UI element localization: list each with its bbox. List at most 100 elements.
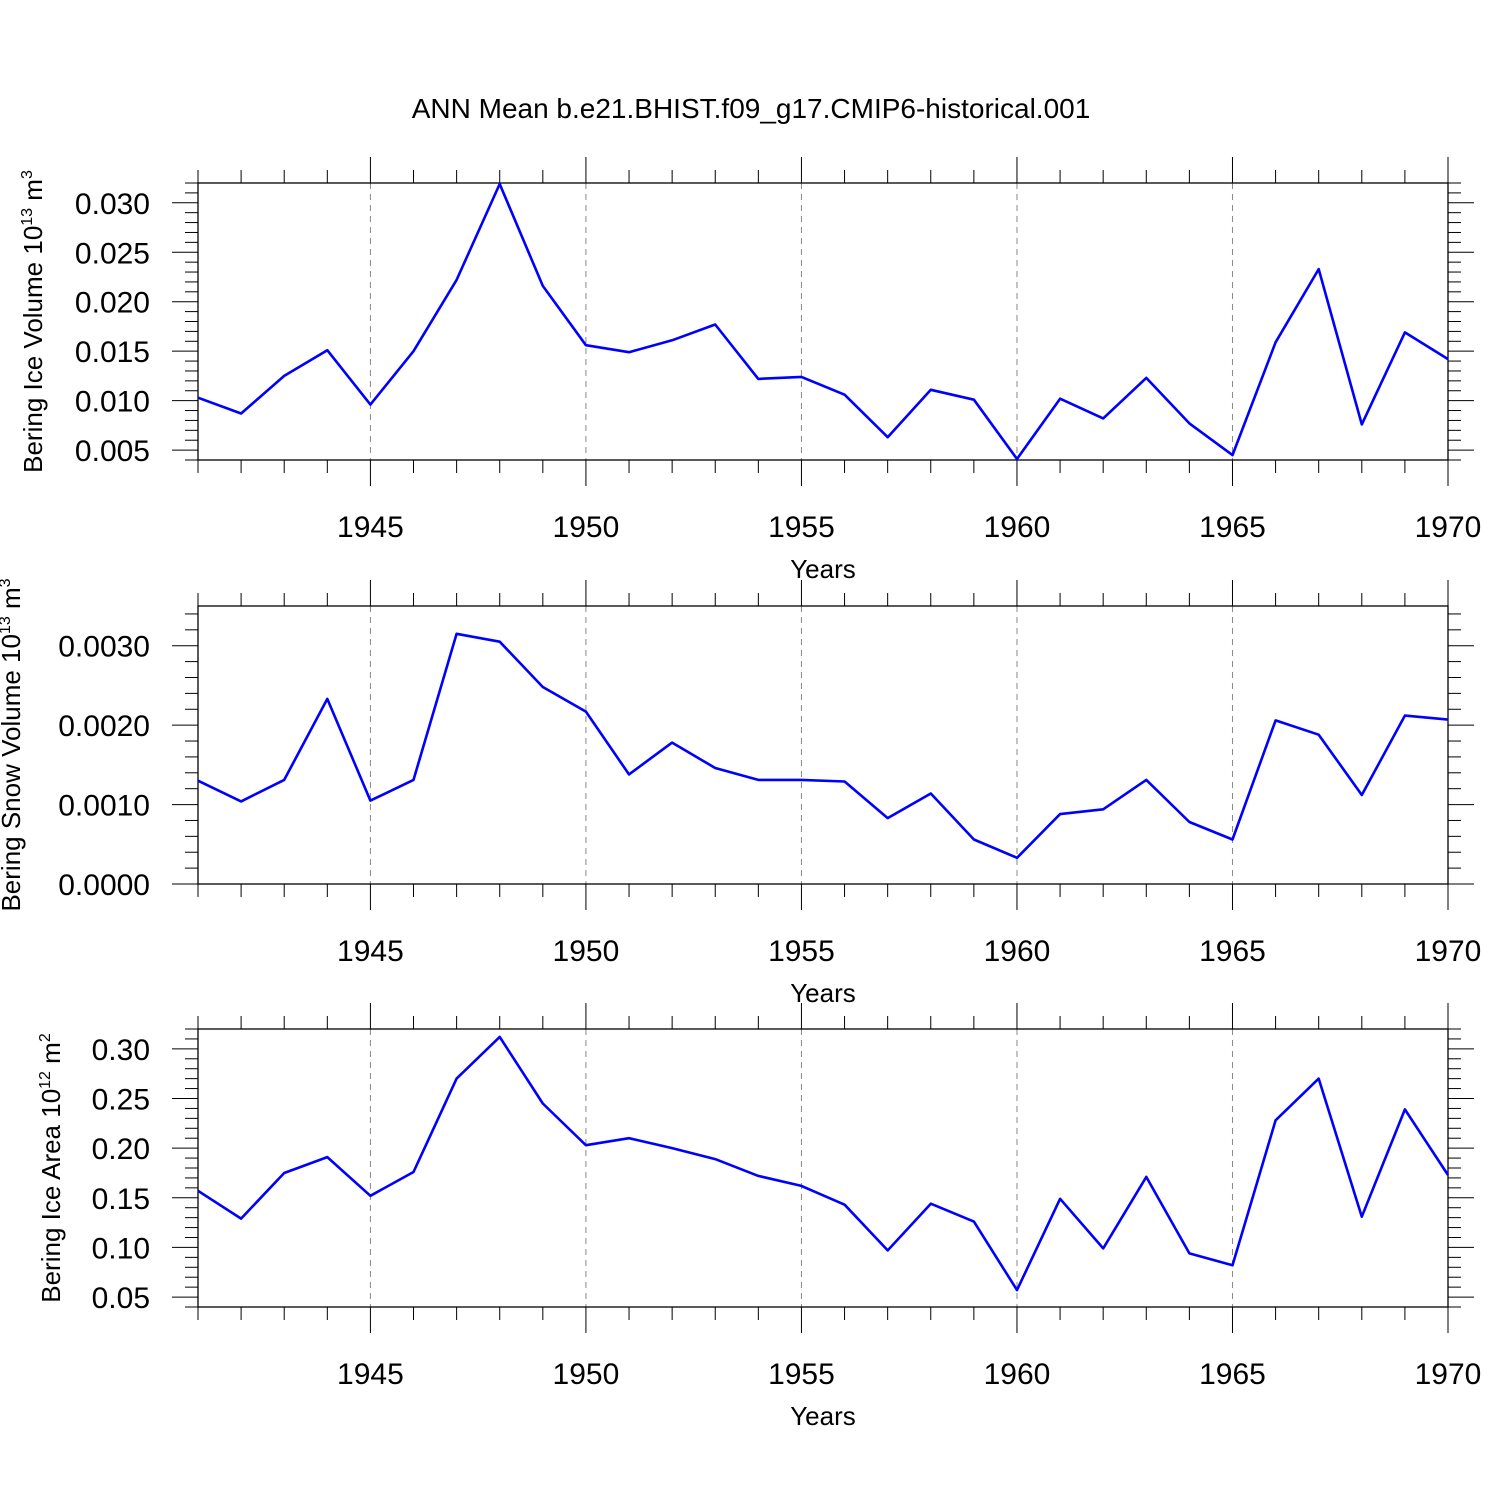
x-tick-label: 1950: [553, 1358, 620, 1391]
data-point: [1274, 718, 1278, 722]
data-point: [1144, 778, 1148, 782]
data-point: [1317, 267, 1321, 271]
data-point: [282, 778, 286, 782]
data-point: [843, 780, 847, 784]
data-point: [799, 375, 803, 379]
data-point: [1446, 1173, 1450, 1177]
data-point: [756, 377, 760, 381]
data-point: [541, 1101, 545, 1105]
data-point: [1144, 376, 1148, 380]
data-point: [713, 1157, 717, 1161]
x-tick-label: 1970: [1415, 935, 1482, 968]
data-point: [756, 778, 760, 782]
data-point: [972, 398, 976, 402]
x-tick-label: 1965: [1199, 935, 1266, 968]
data-point: [713, 766, 717, 770]
series-line: [197, 182, 1449, 461]
y-axis-label-text: Bering Ice Volume 10: [18, 226, 48, 473]
ice-area-panel: 1945 1950 1955 1960 1965 1970 0.05 0.10 0.15 0.20…: [36, 1003, 1481, 1431]
data-point: [1230, 838, 1234, 842]
y-tick-label: 0.005: [75, 435, 150, 468]
ice-volume-panel: 1945 1950 1955 1960 1965 1970 0.005 0.010 0.015 0…: [18, 157, 1481, 584]
data-point: [325, 348, 329, 352]
data-point: [843, 393, 847, 397]
data-point: [1274, 1118, 1278, 1122]
data-point: [929, 1202, 933, 1206]
x-tick-label: 1950: [553, 935, 620, 968]
x-tick-label: 1960: [984, 1358, 1051, 1391]
data-point: [239, 412, 243, 416]
data-point: [799, 778, 803, 782]
data-point: [196, 396, 200, 400]
x-tick-label: 1965: [1199, 1358, 1266, 1391]
data-point: [412, 349, 416, 353]
data-point: [498, 1035, 502, 1039]
data-point: [1015, 457, 1019, 461]
data-point: [1230, 453, 1234, 457]
data-point: [1403, 714, 1407, 718]
data-point: [1317, 1077, 1321, 1081]
y-tick-label: 0.05: [92, 1282, 150, 1315]
y-axis-label: Bering Snow Volume 1013 m3: [0, 578, 26, 911]
data-point: [1230, 1263, 1234, 1267]
x-axis-label: Years: [790, 1401, 856, 1431]
data-point: [1058, 397, 1062, 401]
data-point: [1101, 807, 1105, 811]
x-tick-label: 1965: [1199, 511, 1266, 544]
data-point: [1360, 422, 1364, 426]
data-point: [886, 1248, 890, 1252]
data-point: [1446, 357, 1450, 361]
data-point: [929, 388, 933, 392]
y-tick-label: 0.025: [75, 237, 150, 270]
data-point: [282, 1171, 286, 1175]
data-point: [1403, 330, 1407, 334]
x-tick-label: 1960: [984, 935, 1051, 968]
chart-title: ANN Mean b.e21.BHIST.f09_g17.CMIP6-histo…: [412, 93, 1091, 124]
data-point: [368, 1194, 372, 1198]
data-point: [756, 1174, 760, 1178]
series-line: [197, 632, 1449, 860]
y-tick-label: 0.020: [75, 287, 150, 320]
y-axis-label: Bering Ice Volume 1013 m3: [18, 170, 48, 473]
data-point: [1360, 793, 1364, 797]
data-point: [972, 1220, 976, 1224]
x-tick-label: 1945: [337, 1358, 404, 1391]
data-point: [412, 778, 416, 782]
y-tick-label: 0.030: [75, 188, 150, 221]
data-point: [843, 1203, 847, 1207]
data-point: [239, 1217, 243, 1221]
x-tick-label: 1955: [768, 1358, 835, 1391]
data-point: [1446, 718, 1450, 722]
data-point: [455, 632, 459, 636]
data-point: [412, 1170, 416, 1174]
y-tick-label: 0.015: [75, 336, 150, 369]
y-tick-label: 0.30: [92, 1034, 150, 1067]
data-point: [1144, 1175, 1148, 1179]
data-point: [584, 710, 588, 714]
data-point: [455, 1077, 459, 1081]
y-axis-label-text: Bering Snow Volume 10: [0, 634, 26, 912]
y-tick-label: 0.25: [92, 1084, 150, 1117]
data-point: [1187, 820, 1191, 824]
x-axis-label: Years: [790, 978, 856, 1008]
data-point: [627, 350, 631, 354]
data-point: [196, 779, 200, 783]
y-axis-label-unit: m: [36, 1042, 66, 1071]
y-axis-label-unit: m: [0, 587, 26, 616]
data-point: [541, 284, 545, 288]
data-point: [1187, 421, 1191, 425]
y-tick-label: 0.10: [92, 1232, 150, 1265]
data-point: [1403, 1107, 1407, 1111]
data-point: [1101, 1246, 1105, 1250]
x-tick-label: 1955: [768, 511, 835, 544]
data-point: [584, 1143, 588, 1147]
x-tick-label: 1955: [768, 935, 835, 968]
y-axis-label-unit-exponent: 3: [0, 578, 14, 587]
y-axis-label-text: Bering Ice Area 10: [36, 1089, 66, 1303]
data-point: [368, 403, 372, 407]
data-point: [1360, 1215, 1364, 1219]
x-tick-label: 1970: [1415, 511, 1482, 544]
data-point: [670, 338, 674, 342]
y-tick-label: 0.0020: [58, 710, 150, 743]
